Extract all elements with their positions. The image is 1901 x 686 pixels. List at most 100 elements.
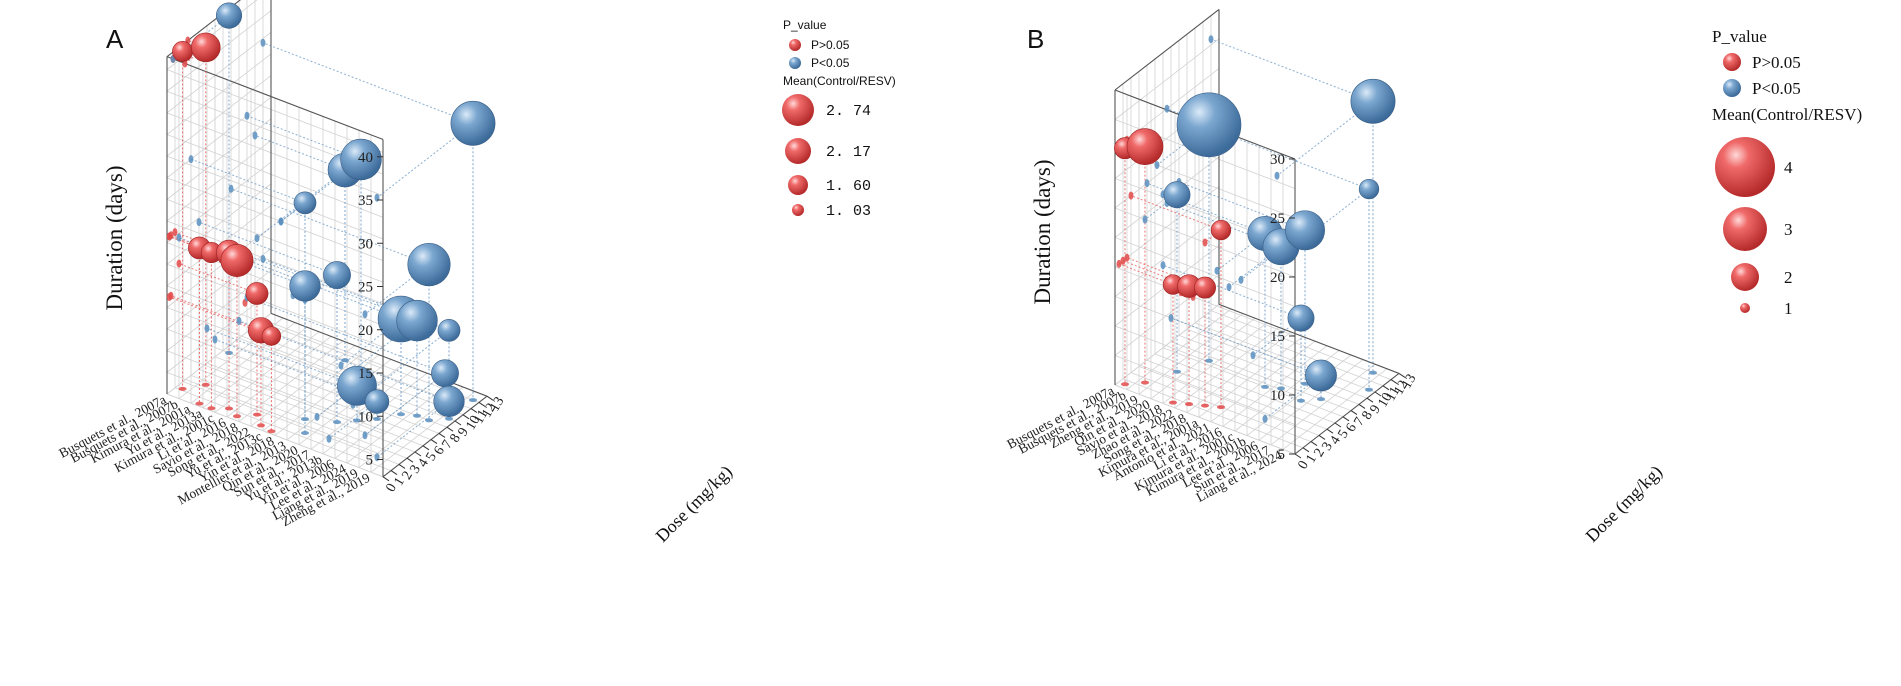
panel-letter-a: A (106, 24, 124, 54)
wall-shadow (1226, 283, 1232, 292)
legend-a-size-marker-4 (792, 204, 804, 216)
legend-a-p-low-label: P<0.05 (811, 56, 850, 70)
panel-a-legend: P_value P>0.05 P<0.05 Mean(Control/RESV)… (782, 18, 896, 220)
floor-shadow (413, 413, 421, 418)
point-p-low (1287, 304, 1315, 332)
legend-b-size-label-1: 4 (1784, 158, 1793, 177)
wall-shadow (1274, 171, 1280, 180)
wall-shadow (314, 412, 320, 421)
wall-shadow (1154, 161, 1160, 170)
point-p-high (261, 326, 282, 346)
floor-shadow (178, 386, 187, 391)
z-tick-label: 10 (1270, 388, 1285, 404)
x-tick-label: 10 (463, 413, 483, 433)
floor-shadow (267, 429, 276, 434)
legend-a-size-label-1: 2. 74 (826, 103, 871, 120)
wall-shadow (1238, 275, 1244, 284)
point-p-high (245, 282, 269, 305)
wall-shadow (1144, 179, 1150, 188)
point-p-low (293, 191, 317, 215)
x-tick-label: 13 (487, 395, 507, 415)
legend-a-size-label-3: 1. 60 (826, 178, 871, 195)
floor-shadow (341, 358, 349, 363)
floor-shadow (301, 431, 309, 435)
wall-shadow (1116, 259, 1122, 268)
wall-shadow (196, 218, 202, 227)
wall-shadow (1214, 266, 1220, 275)
x-tick-label: 12 (479, 401, 499, 421)
legend-a-size-marker-1 (782, 94, 814, 126)
legend-b-p-low-marker (1723, 79, 1741, 97)
legend-a-p-low-marker (789, 57, 801, 69)
point-p-high (1126, 128, 1164, 165)
floor-shadow (469, 398, 477, 403)
panel-letter-b: B (1027, 24, 1044, 54)
legend-b-size-title: Mean(Control/RESV) (1712, 105, 1862, 124)
floor-shadow (207, 406, 216, 411)
floor-shadow (1205, 358, 1213, 363)
point-p-high (1194, 276, 1216, 299)
floor-shadow (1141, 380, 1149, 385)
panel-a-x-axis-title: Dose (mg/kg) (652, 462, 737, 547)
floor-shadow (1201, 403, 1209, 408)
wall-shadow (172, 228, 178, 237)
legend-b-p-low-label: P<0.05 (1752, 79, 1801, 98)
wall-shadow (252, 131, 258, 140)
wall-shadow (1164, 104, 1170, 113)
z-tick-label: 40 (358, 150, 373, 166)
floor-shadow (253, 412, 261, 417)
panel-a-z-axis-title: Duration (days) (102, 166, 127, 311)
point-p-high (220, 244, 254, 277)
legend-b-size-label-2: 3 (1784, 220, 1793, 239)
panel-b-legend: P_value P>0.05 P<0.05 Mean(Control/RESV)… (1712, 27, 1862, 318)
wall-shadow (228, 184, 234, 193)
point-p-low (431, 359, 459, 388)
point-p-low (340, 138, 382, 181)
wall-shadow (1142, 215, 1148, 224)
wall-shadow (1202, 238, 1208, 247)
x-tick-label: 10 (1375, 390, 1395, 410)
wall-shadow (166, 292, 172, 301)
point-p-high (191, 32, 221, 63)
wall-shadow (260, 38, 266, 47)
wall-shadow (168, 231, 174, 240)
legend-b-size-label-4: 1 (1784, 299, 1793, 318)
panel-b-drop-lines (1116, 35, 1377, 423)
wall-shadow (204, 324, 210, 333)
z-tick-label: 20 (358, 323, 373, 339)
z-tick-label: 20 (1270, 270, 1285, 286)
legend-b-p-high-label: P>0.05 (1752, 53, 1801, 72)
floor-shadow (1173, 369, 1181, 374)
floor-shadow (1185, 402, 1193, 407)
legend-b-p-high-marker (1723, 53, 1741, 71)
floor-shadow (257, 423, 265, 428)
floor-shadow (333, 420, 341, 425)
z-tick-label: 5 (366, 453, 374, 469)
wall-shadow (188, 155, 194, 164)
floor-shadow (1369, 370, 1377, 375)
legend-b-size-marker-1 (1715, 137, 1775, 197)
floor-shadow (1317, 397, 1325, 402)
legend-b-size-label-3: 2 (1784, 268, 1793, 287)
wall-shadow (326, 434, 332, 443)
point-p-low (1305, 359, 1337, 392)
legend-a-p-high-label: P>0.05 (811, 38, 850, 52)
floor-shadow (397, 412, 405, 417)
floor-shadow (201, 382, 210, 387)
point-p-low (1176, 92, 1242, 158)
panel-b-z-axis-title: Duration (days) (1030, 160, 1055, 305)
point-p-low (215, 2, 243, 29)
wall-shadow (278, 217, 284, 226)
wall-shadow (1168, 314, 1174, 322)
point-p-low (1285, 210, 1325, 251)
floor-shadow (1297, 398, 1305, 403)
wall-shadow (362, 310, 368, 319)
panel-b-x-axis-title: Dose (mg/kg) (1582, 462, 1667, 547)
point-p-low (396, 299, 438, 342)
legend-a-size-label-4: 1. 03 (826, 203, 871, 220)
wall-shadow (260, 255, 266, 264)
